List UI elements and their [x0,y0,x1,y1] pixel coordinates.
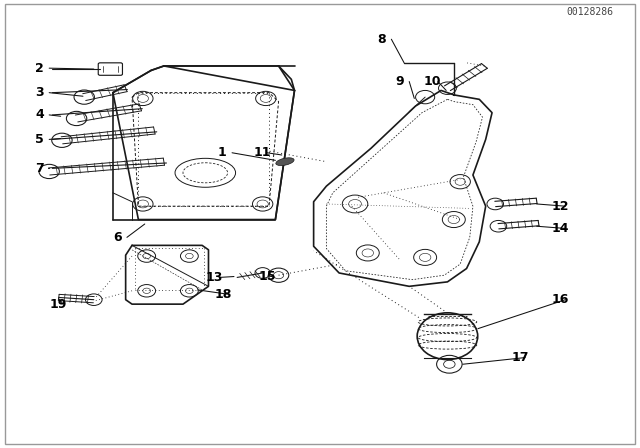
Text: 4: 4 [35,108,44,121]
Text: 17: 17 [511,351,529,364]
Text: 16: 16 [551,293,569,306]
Text: 12: 12 [551,200,569,213]
Text: 10: 10 [424,75,442,88]
Text: 3: 3 [35,86,44,99]
Text: 15: 15 [258,270,276,283]
Text: 8: 8 [378,33,386,46]
Text: 18: 18 [215,288,232,301]
Text: 14: 14 [551,222,569,235]
Text: 6: 6 [113,231,122,244]
Text: 2: 2 [35,62,44,75]
Text: 1: 1 [218,146,227,159]
Text: 5: 5 [35,133,44,146]
Text: 9: 9 [395,75,404,88]
Text: 7: 7 [35,162,44,175]
Text: 19: 19 [49,297,67,310]
Text: 11: 11 [253,146,271,159]
Ellipse shape [276,158,294,166]
Text: 13: 13 [205,271,223,284]
Text: 00128286: 00128286 [566,7,613,17]
